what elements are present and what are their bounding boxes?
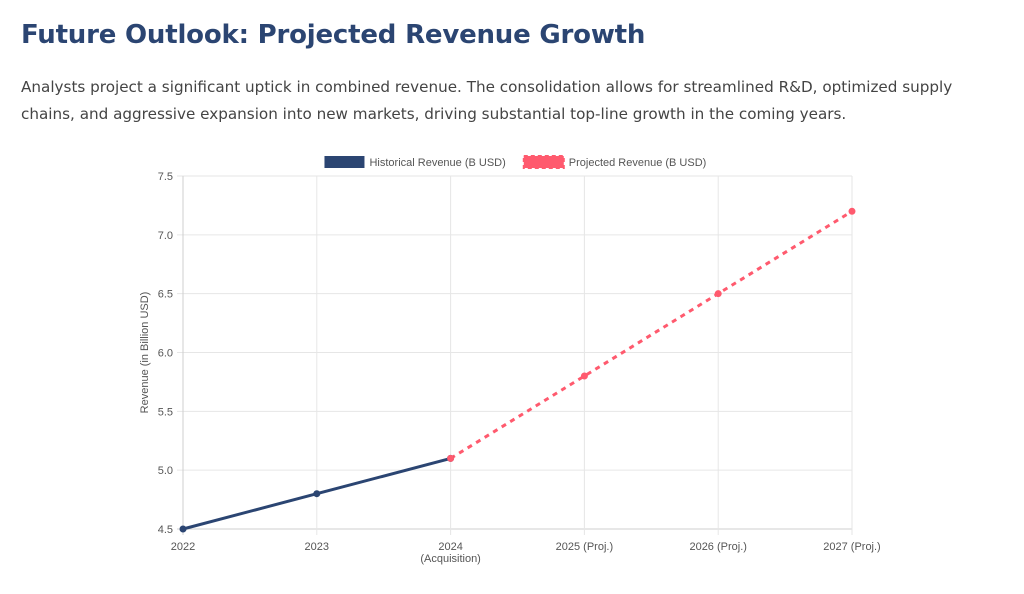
y-tick-label: 7.5 <box>158 171 173 183</box>
y-tick-label: 5.0 <box>158 465 173 477</box>
legend-label: Historical Revenue (B USD) <box>369 157 505 169</box>
data-point-projected <box>714 290 722 298</box>
x-tick-label: 2025 (Proj.) <box>556 541 613 553</box>
data-point-projected <box>848 207 856 215</box>
data-point-historical <box>179 525 187 533</box>
legend-label: Projected Revenue (B USD) <box>569 157 707 169</box>
legend-item: Historical Revenue (B USD) <box>324 156 506 169</box>
series-lines <box>182 210 853 531</box>
grid <box>177 175 853 535</box>
x-tick-label: (Acquisition) <box>420 553 481 565</box>
series-line-projected <box>449 210 853 460</box>
axes: 4.5 5.0 5.5 6.0 6.5 7.0 7.5 2022 2023 2024(Acquis… <box>139 171 881 565</box>
legend-swatch-projected <box>522 155 565 169</box>
x-tick-label: 2023 <box>305 541 329 553</box>
y-tick-label: 7.0 <box>158 230 173 242</box>
page-description: Analysts project a significant uptick in… <box>21 78 953 123</box>
x-tick-label: 2024 <box>438 541 462 553</box>
y-axis-label: Revenue (in Billion USD) <box>139 292 151 414</box>
data-point-projected <box>580 372 588 380</box>
data-point-historical <box>313 490 321 498</box>
y-tick-label: 6.5 <box>158 289 173 301</box>
x-tick-label: 2022 <box>171 541 195 553</box>
y-tick-label: 5.5 <box>158 406 173 418</box>
legend: Historical Revenue (B USD) Projected Reve… <box>324 155 707 169</box>
x-tick-label: 2026 (Proj.) <box>689 541 746 553</box>
data-point-projected <box>447 454 455 462</box>
x-tick-label: 2027 (Proj.) <box>823 541 880 553</box>
y-tick-label: 4.5 <box>158 524 173 536</box>
page-title: Future Outlook: Projected Revenue Growth <box>21 20 646 50</box>
legend-swatch-historical <box>324 156 365 168</box>
y-tick-label: 6.0 <box>158 348 173 360</box>
legend-item: Projected Revenue (B USD) <box>522 155 707 169</box>
series-points <box>179 207 856 533</box>
